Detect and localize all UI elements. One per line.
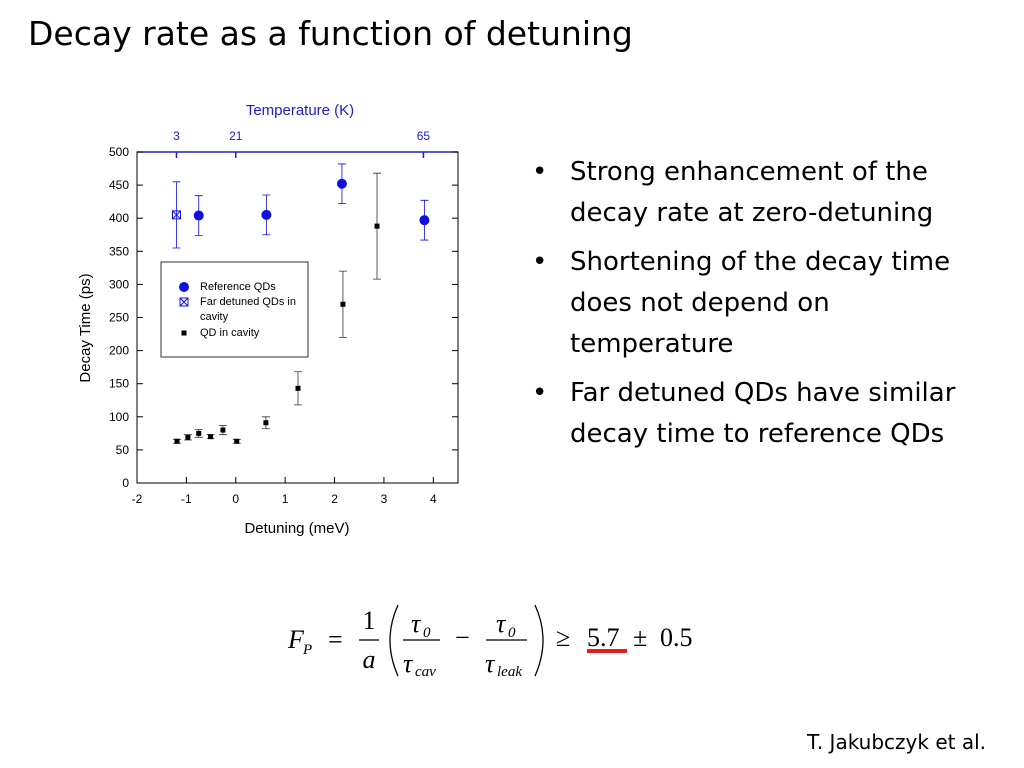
formula-text: τ bbox=[411, 609, 422, 638]
y-tick-label: 200 bbox=[109, 344, 129, 358]
y-tick-label: 250 bbox=[109, 311, 129, 325]
marker bbox=[185, 434, 191, 440]
x-tick-label: -1 bbox=[181, 492, 192, 506]
x-tick-label: 4 bbox=[430, 492, 437, 506]
bullet: Shortening of the decay time does not de… bbox=[532, 242, 992, 365]
y-axis-title: Decay Time (ps) bbox=[77, 273, 94, 382]
bullet-list: Strong enhancement of the decay rate at … bbox=[532, 152, 992, 463]
bullet: Far detuned QDs have similar decay time … bbox=[532, 373, 992, 455]
y-tick-label: 0 bbox=[122, 476, 129, 490]
formula-text: ± bbox=[633, 623, 647, 652]
marker bbox=[193, 210, 204, 221]
legend-box bbox=[160, 261, 309, 358]
x-axis-title: Detuning (meV) bbox=[244, 520, 349, 537]
paren bbox=[534, 604, 544, 677]
marker-cross bbox=[179, 297, 189, 307]
legend-label: Far detuned QDs in cavity bbox=[200, 296, 296, 323]
marker bbox=[179, 282, 189, 292]
slide-title: Decay rate as a function of detuning bbox=[28, 14, 633, 53]
x-tick-label: 1 bbox=[282, 492, 289, 506]
legend-entry: QD in cavity bbox=[200, 327, 260, 339]
x2-tick-label: 3 bbox=[173, 129, 180, 143]
formula-text: F bbox=[287, 625, 305, 654]
x2-axis-title: Temperature (K) bbox=[246, 102, 354, 119]
legend-entry: Far detuned QDs in cavity bbox=[200, 296, 296, 323]
formula-text: τ bbox=[496, 609, 507, 638]
citation: T. Jakubczyk et al. bbox=[807, 730, 986, 754]
y-tick-label: 450 bbox=[109, 178, 129, 192]
marker bbox=[261, 209, 272, 220]
bullet: Strong enhancement of the decay rate at … bbox=[532, 152, 992, 234]
marker bbox=[196, 430, 202, 436]
formula-text: − bbox=[455, 623, 470, 652]
marker bbox=[295, 385, 301, 391]
legend-label: Reference QDs bbox=[200, 281, 276, 293]
marker bbox=[179, 297, 189, 307]
x-tick-label: 2 bbox=[331, 492, 338, 506]
x2-tick-label: 21 bbox=[229, 129, 243, 143]
formula-text: τ bbox=[403, 649, 414, 678]
y-tick-label: 400 bbox=[109, 211, 129, 225]
marker bbox=[181, 330, 187, 336]
formula-text: 0 bbox=[423, 625, 431, 641]
marker bbox=[374, 223, 380, 229]
marker bbox=[220, 427, 226, 433]
formula-text: a bbox=[363, 645, 376, 674]
marker bbox=[263, 420, 269, 426]
y-tick-label: 500 bbox=[109, 145, 129, 159]
formula-text: leak bbox=[497, 664, 522, 680]
formula-text: ≥ bbox=[556, 623, 570, 652]
marker bbox=[208, 434, 214, 440]
y-tick-label: 300 bbox=[109, 277, 129, 291]
x-tick-label: -2 bbox=[132, 492, 143, 506]
formula-text: 5.7 bbox=[587, 623, 620, 652]
marker bbox=[336, 178, 347, 189]
x-tick-label: 0 bbox=[232, 492, 239, 506]
y-tick-label: 150 bbox=[109, 377, 129, 391]
formula-text: P bbox=[302, 642, 312, 658]
marker bbox=[174, 438, 180, 444]
x-tick-label: 3 bbox=[381, 492, 388, 506]
legend-entry: Reference QDs bbox=[200, 281, 276, 293]
paren bbox=[389, 604, 399, 677]
formula-text: = bbox=[328, 625, 343, 654]
formula-text: 0.5 bbox=[660, 623, 693, 652]
formula-text: cav bbox=[415, 664, 436, 680]
x2-tick-label: 65 bbox=[417, 129, 431, 143]
formula-text: 1 bbox=[363, 606, 376, 635]
y-tick-label: 350 bbox=[109, 244, 129, 258]
formula-text: τ bbox=[485, 649, 496, 678]
marker bbox=[419, 215, 430, 226]
legend-label: QD in cavity bbox=[200, 327, 260, 339]
y-tick-label: 100 bbox=[109, 410, 129, 424]
marker-box bbox=[172, 210, 182, 220]
formula: F P = 1 a τ 0 τ cav − τ 0 τ leak ≥ 5.7 ±… bbox=[287, 604, 693, 680]
marker-box bbox=[179, 297, 189, 307]
marker bbox=[340, 301, 346, 307]
y-tick-label: 50 bbox=[116, 443, 130, 457]
marker bbox=[172, 210, 182, 220]
formula-text: 0 bbox=[508, 625, 516, 641]
marker bbox=[234, 438, 240, 444]
marker-cross bbox=[172, 210, 181, 220]
